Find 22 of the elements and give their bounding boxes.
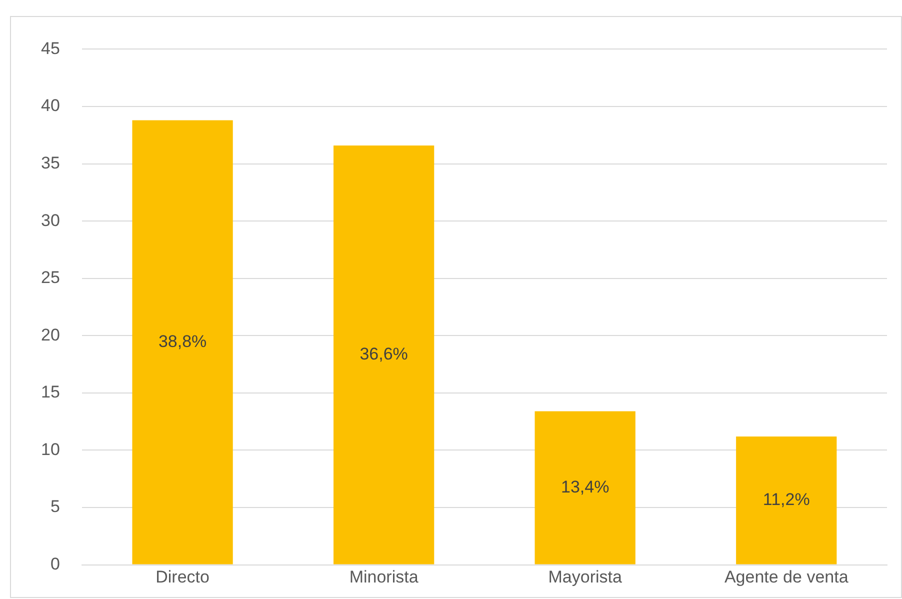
y-tick-label: 20 — [40, 325, 60, 344]
data-label: 38,8% — [158, 332, 207, 351]
y-tick-label: 0 — [50, 554, 60, 574]
bar — [132, 120, 233, 564]
x-tick-label: Agente de venta — [724, 568, 849, 587]
y-tick-label: 25 — [40, 268, 60, 288]
x-tick-label: Directo — [156, 568, 210, 587]
data-label: 11,2% — [762, 490, 810, 510]
x-tick-label: Mayorista — [548, 568, 622, 587]
y-tick-label: 45 — [40, 38, 60, 58]
bar — [534, 411, 636, 564]
bar — [334, 145, 434, 564]
y-tick-label: 40 — [40, 96, 60, 116]
y-tick-label: 30 — [40, 210, 60, 230]
y-tick-label: 5 — [50, 497, 60, 516]
y-tick-label: 35 — [40, 153, 60, 172]
y-tick-label: 15 — [40, 382, 60, 402]
data-label: 36,6% — [360, 344, 408, 364]
data-label: 13,4% — [560, 477, 610, 496]
bar — [736, 436, 837, 564]
y-tick-label: 10 — [40, 440, 60, 459]
x-tick-label: Minorista — [349, 568, 419, 587]
